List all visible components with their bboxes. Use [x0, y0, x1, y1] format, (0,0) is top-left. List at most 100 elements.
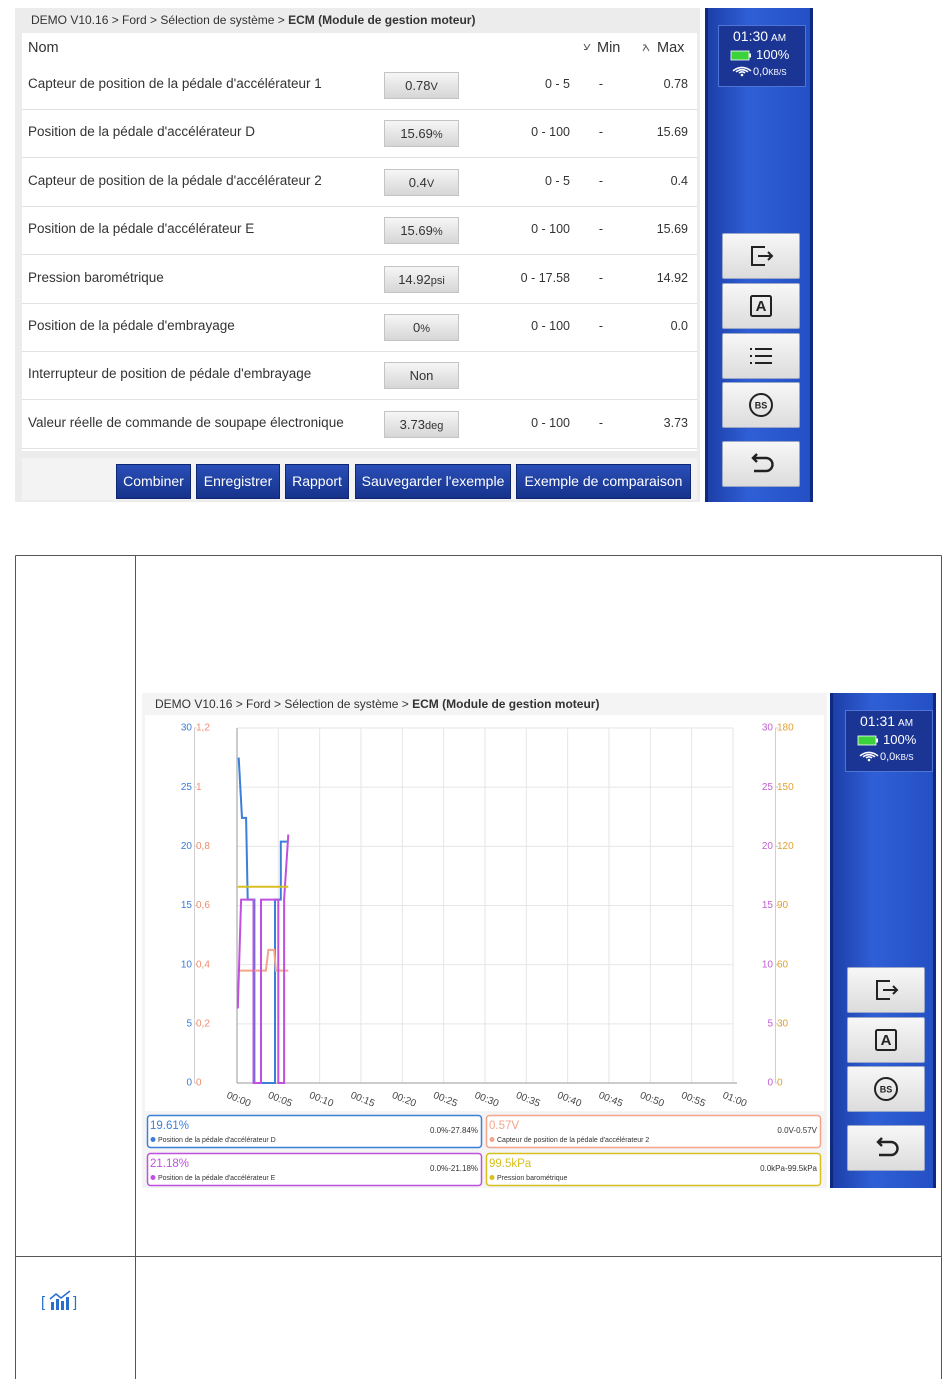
side-button[interactable] — [722, 382, 800, 428]
row-name: Capteur de position de la pédale d'accél… — [28, 172, 322, 188]
row-separator — [22, 206, 697, 207]
time: 01:30 — [733, 28, 769, 44]
row-name: Pression barométrique — [28, 269, 164, 285]
row-min: - — [598, 222, 604, 237]
action-button[interactable]: Enregistrer — [196, 464, 280, 499]
row-separator — [22, 157, 697, 158]
row-range: 0 - 17.58 — [520, 270, 570, 285]
value: 3.73 — [399, 416, 425, 432]
status-time: 01:31 AM — [860, 713, 913, 729]
speed-unit: KB/S — [768, 68, 787, 77]
unit: psi — [430, 274, 445, 287]
row-range: 0 - 5 — [544, 173, 570, 188]
row-name: Interrupteur de position de pédale d'emb… — [28, 366, 312, 382]
status-time: 01:30 AM — [733, 28, 786, 44]
breadcrumb-path: DEMO V10.16 > Ford > Sélection de systèm… — [155, 697, 413, 711]
side-button[interactable] — [722, 441, 800, 487]
icon-bar — [66, 1297, 69, 1310]
value: 0 — [412, 320, 421, 335]
value-box: 15.69% — [384, 120, 459, 148]
side-button[interactable] — [847, 1066, 925, 1112]
value-box: 0% — [384, 314, 459, 341]
icon-bar — [56, 1299, 59, 1310]
row-range: 0 - 100 — [531, 319, 570, 333]
row-max: 0.4 — [670, 173, 688, 188]
row-separator — [22, 399, 697, 400]
unit: V — [426, 177, 435, 190]
row-name: Position de la pédale d'accélérateur D — [28, 124, 255, 140]
icon-bracket: [ — [41, 1294, 46, 1311]
row-name: Capteur de position de la pédale d'accél… — [28, 76, 322, 91]
row-name: Position de la pédale d'accélérateur E — [28, 221, 255, 237]
unit: % — [432, 129, 443, 142]
value-box: 14.92psi — [384, 265, 459, 293]
value-box: 15.69% — [384, 217, 459, 245]
chart-area — [145, 715, 824, 1111]
row-name: Valeur réelle de commande de soupape éle… — [28, 414, 344, 430]
row-min: - — [598, 415, 604, 430]
action-button[interactable]: Sauvegarder l'exemple — [355, 464, 511, 499]
unit: V — [430, 81, 438, 93]
side-button[interactable] — [847, 1017, 925, 1063]
col-max: Max — [657, 40, 685, 56]
row-name: Position de la pédale d'embrayage — [28, 318, 235, 333]
value: 14.92 — [398, 271, 431, 287]
row-min: - — [598, 125, 604, 140]
icon-bar — [51, 1302, 54, 1310]
unit: % — [420, 323, 430, 335]
breadcrumb-current: ECM (Module de gestion moteur) — [412, 697, 600, 711]
speed-value: 0,0 — [880, 751, 896, 763]
value: 15.69 — [400, 126, 433, 142]
battery: 100% — [756, 47, 790, 62]
speed-unit: KB/S — [895, 753, 914, 762]
ampm: AM — [771, 33, 787, 44]
row-min: - — [598, 173, 604, 188]
time: 01:31 — [860, 713, 896, 729]
side-button[interactable] — [722, 283, 800, 329]
value: 0.4 — [408, 174, 427, 190]
row-min: - — [598, 319, 604, 333]
unit: % — [432, 226, 443, 239]
row-separator — [22, 109, 697, 110]
ampm: AM — [898, 718, 914, 729]
row-separator — [22, 448, 697, 449]
unit: deg — [424, 419, 444, 432]
value: Non — [409, 368, 434, 384]
side-button[interactable] — [722, 233, 800, 279]
breadcrumb: DEMO V10.16 > Ford > Sélection de systèm… — [155, 697, 599, 711]
row-range: 0 - 100 — [531, 415, 570, 430]
side-button[interactable] — [847, 967, 925, 1013]
value-box: 3.73deg — [384, 410, 459, 438]
action-button[interactable]: Exemple de comparaison — [516, 464, 691, 499]
icon-bracket: ] — [73, 1294, 77, 1311]
action-button[interactable]: Combiner — [116, 464, 191, 499]
icon-line — [49, 1290, 71, 1300]
speed: 0,0KB/S — [880, 751, 914, 763]
breadcrumb-current: ECM (Module de gestion moteur) — [288, 13, 476, 27]
status-box — [718, 25, 806, 87]
icon-bar — [61, 1301, 64, 1310]
value: 0.78 — [405, 78, 431, 93]
side-button[interactable] — [847, 1125, 925, 1171]
row-max: 0.78 — [663, 77, 688, 91]
chart-icon — [49, 1290, 71, 1310]
row-range: 0 - 100 — [531, 222, 570, 237]
value-box: 0.4V — [384, 168, 459, 196]
action-button[interactable]: Rapport — [285, 464, 349, 499]
row-separator — [22, 351, 697, 352]
speed-value: 0,0 — [753, 66, 769, 78]
row-max: 15.69 — [656, 222, 688, 237]
row-separator — [22, 254, 697, 255]
col-min: Min — [597, 40, 621, 56]
row-min: - — [598, 77, 604, 91]
row-min: - — [598, 270, 604, 285]
speed: 0,0KB/S — [753, 66, 787, 78]
side-button[interactable] — [722, 333, 800, 379]
row-range: 0 - 100 — [531, 125, 570, 140]
row-max: 3.73 — [663, 415, 688, 430]
col-name: Nom — [28, 40, 59, 56]
breadcrumb: DEMO V10.16 > Ford > Sélection de systèm… — [31, 13, 475, 27]
row-separator — [22, 303, 697, 304]
row-max: 15.69 — [656, 125, 688, 140]
